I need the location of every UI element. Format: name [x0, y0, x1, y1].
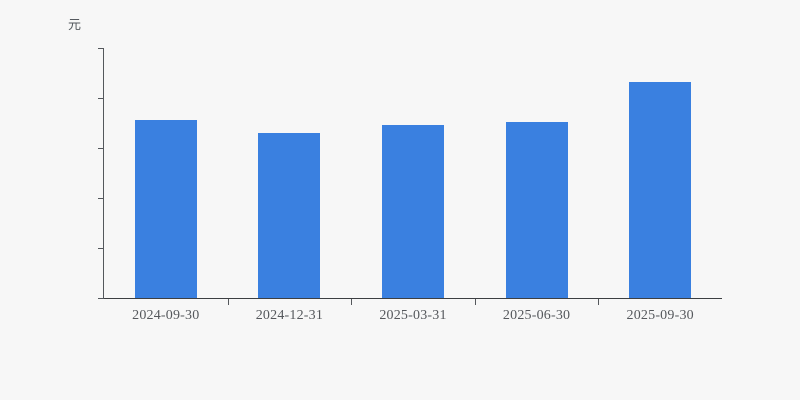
- y-tick-mark: [98, 98, 104, 99]
- plot-area: [104, 48, 722, 298]
- x-tick-label: 2025-06-30: [502, 308, 571, 323]
- bar[interactable]: [134, 120, 197, 298]
- y-tick-mark: [98, 148, 104, 149]
- bar[interactable]: [258, 133, 321, 298]
- x-tick-mark: [227, 299, 229, 305]
- bar[interactable]: [629, 82, 692, 298]
- x-tick-label: 2025-03-31: [379, 308, 447, 323]
- bar[interactable]: [505, 122, 568, 298]
- x-tick-mark: [598, 299, 600, 305]
- y-tick-mark: [98, 248, 104, 249]
- y-axis-line: [103, 48, 104, 298]
- y-tick-mark: [98, 298, 104, 299]
- x-tick-mark: [474, 299, 476, 305]
- x-tick-label: 2025-09-30: [626, 308, 694, 323]
- x-axis-line: [104, 298, 722, 299]
- x-tick-label: 2024-12-31: [255, 308, 324, 323]
- x-tick-mark: [351, 299, 353, 305]
- y-tick-mark: [98, 198, 104, 199]
- y-axis-unit-label: 元: [68, 18, 82, 33]
- y-tick-mark: [98, 48, 104, 49]
- bar[interactable]: [382, 125, 444, 298]
- x-tick-label: 2024-09-30: [132, 308, 200, 323]
